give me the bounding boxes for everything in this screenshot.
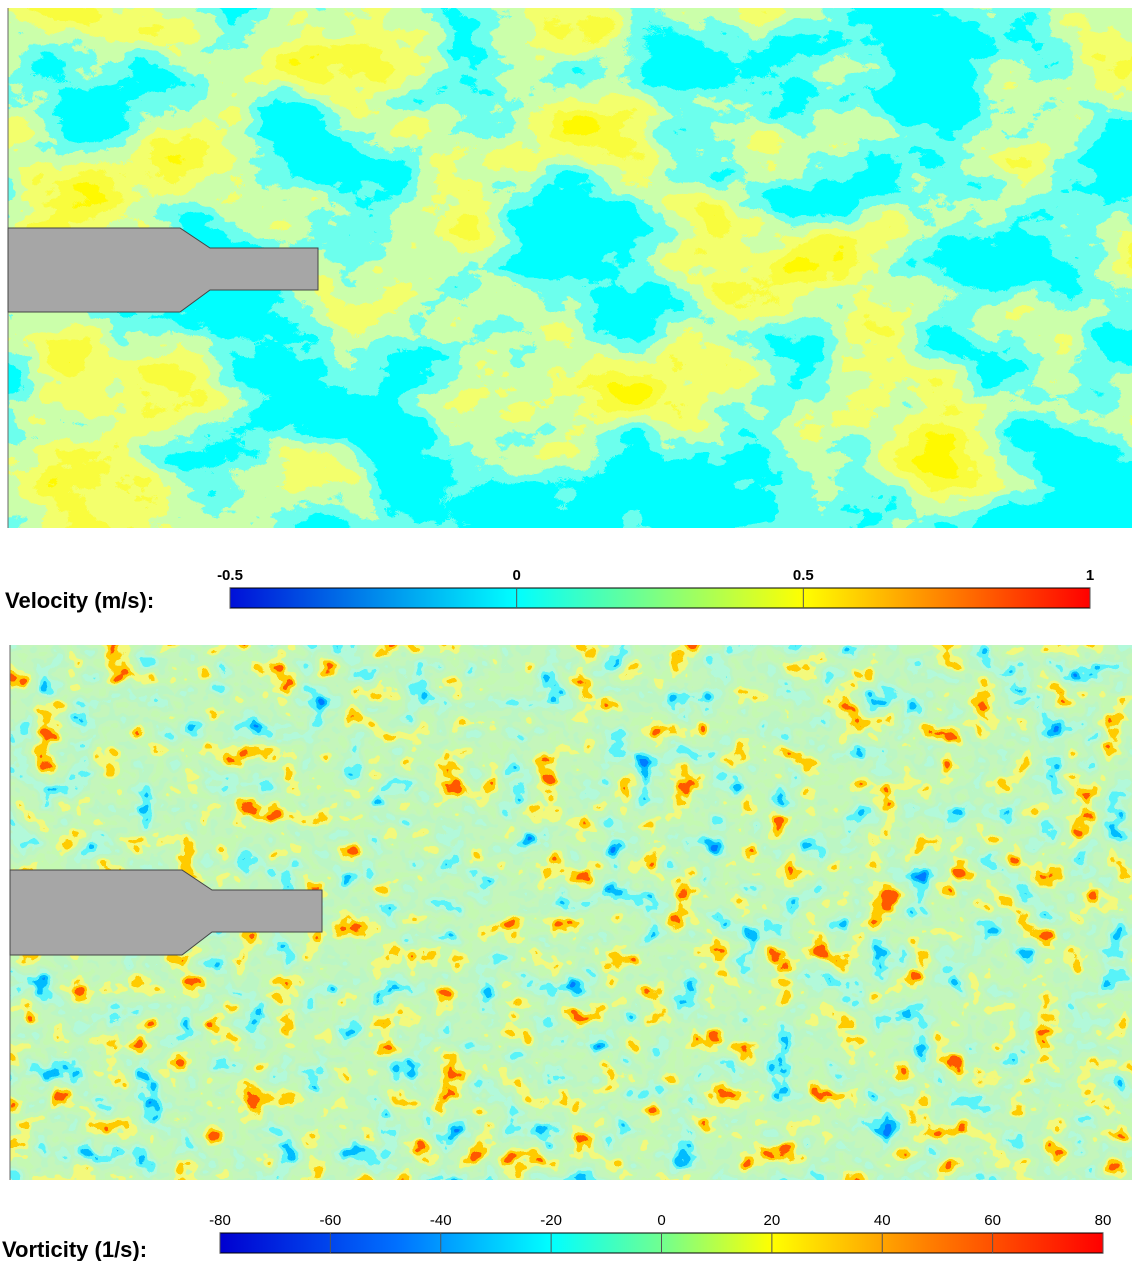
nozzle	[9, 869, 323, 956]
colorbar-label: Velocity (m/s):	[5, 588, 154, 613]
tick-label: 20	[764, 1212, 781, 1229]
tick-label: -60	[320, 1212, 342, 1229]
colorbar-label: Vorticity (1/s):	[2, 1237, 147, 1261]
tick-label: 40	[874, 1212, 891, 1229]
colorbar	[229, 587, 1091, 609]
tick-label: 60	[984, 1212, 1001, 1229]
tick-label: 0.5	[793, 567, 814, 584]
tick-label: 80	[1095, 1212, 1112, 1229]
tick-label: -40	[430, 1212, 452, 1229]
tick-label: 1	[1086, 567, 1094, 584]
tick-label: -80	[209, 1212, 231, 1229]
tick-label: 0	[657, 1212, 665, 1229]
nozzle	[7, 227, 319, 313]
tick-label: -20	[540, 1212, 562, 1229]
tick-label: 0	[512, 567, 520, 584]
tick-label: -0.5	[217, 567, 243, 584]
